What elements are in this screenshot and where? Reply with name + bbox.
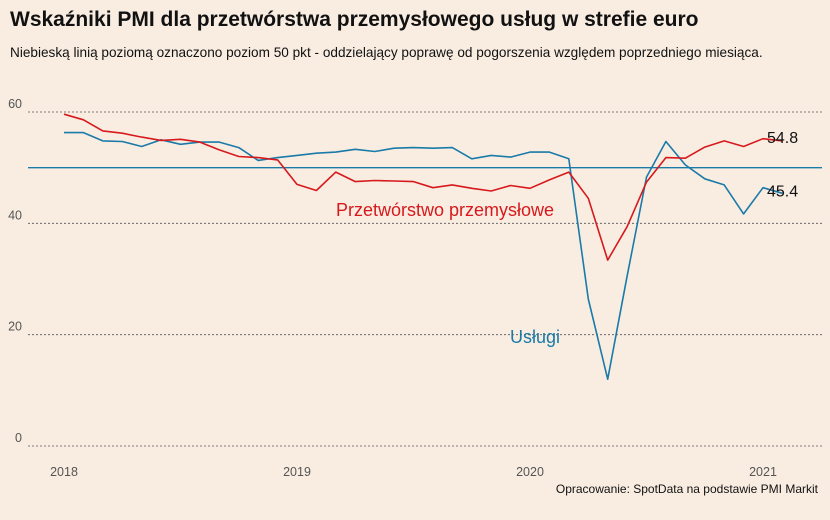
end-value-services: 45.4 (767, 183, 798, 200)
series-label-manufacturing: Przetwórstwo przemysłowe (336, 200, 554, 220)
series-line-manufacturing (63, 113, 783, 261)
x-tick-label-2021: 2021 (749, 465, 777, 479)
y-axis-ticks: 0 20 40 60 (8, 97, 22, 445)
x-tick-label-2020: 2020 (516, 465, 544, 479)
x-tick-label-2019: 2019 (283, 465, 311, 479)
y-tick-label-20: 20 (8, 320, 22, 334)
end-value-manufacturing: 54.8 (767, 130, 798, 147)
y-tick-label-0: 0 (15, 431, 22, 445)
y-tick-label-40: 40 (8, 208, 22, 222)
source-note: Opracowanie: SpotData na podstawie PMI M… (555, 482, 818, 496)
gridlines (28, 111, 822, 447)
series-labels: Przetwórstwo przemysłowe Usługi 54.8 45.… (336, 130, 798, 347)
chart-subtitle: Niebieską linią poziomą oznaczono poziom… (10, 45, 763, 60)
series-lines (63, 113, 783, 381)
x-axis-ticks: 2018 2019 2020 2021 (50, 465, 777, 479)
series-label-services: Usługi (510, 327, 560, 347)
x-tick-label-2018: 2018 (50, 465, 78, 479)
chart-title: Wskaźniki PMI dla przetwórstwa przemysło… (10, 8, 699, 31)
y-tick-label-60: 60 (8, 97, 22, 111)
series-line-services (64, 131, 783, 381)
